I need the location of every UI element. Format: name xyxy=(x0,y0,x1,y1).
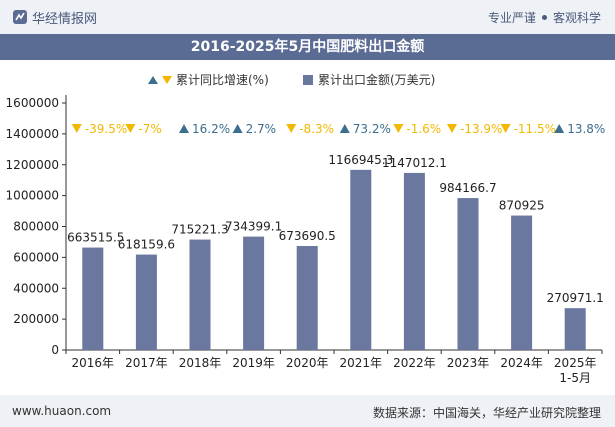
growth-down-triangle-icon xyxy=(286,124,297,133)
growth-value-label: -1.6% xyxy=(406,122,441,136)
growth-up-triangle-icon xyxy=(554,124,565,133)
growth-up-triangle-icon xyxy=(179,124,189,133)
top-bar: 华经情报网 专业严谨 客观科学 xyxy=(0,0,615,34)
bar xyxy=(511,215,533,350)
chart-title: 2016-2025年5月中国肥料出口金额 xyxy=(190,39,425,55)
growth-value-label: -11.5% xyxy=(514,122,556,136)
bar-value-label: 1147012.1 xyxy=(382,156,447,170)
x-category-label: 2020年 xyxy=(286,356,329,370)
separator-dot-icon xyxy=(541,15,547,20)
bar-value-label: 663515.5 xyxy=(67,231,124,245)
bar-value-label: 984166.7 xyxy=(439,181,496,195)
bar xyxy=(564,308,586,350)
growth-value-label: -7% xyxy=(138,122,161,136)
bar-value-label: 870925 xyxy=(499,199,545,213)
bar xyxy=(189,239,211,350)
bar-value-label: 734399.1 xyxy=(225,220,282,234)
chart: 累计同比增速(%) 累计出口金额(万美元) 0 200000 400000 600000 8… xyxy=(6,72,606,385)
x-category-label: 1-5月 xyxy=(559,371,591,385)
x-category-label: 2025年 xyxy=(554,356,597,370)
growth-value-label: -8.3% xyxy=(299,122,334,136)
footer-bar: www.huaon.com 数据来源：中国海关，华经产业研究院整理 xyxy=(0,395,615,427)
bar-value-label: 270971.1 xyxy=(547,291,604,305)
bar xyxy=(243,236,265,350)
y-tick-label: 1400000 xyxy=(6,127,59,141)
bar xyxy=(135,254,157,350)
bar xyxy=(350,169,372,350)
growth-value-label: 13.8% xyxy=(567,122,605,136)
logo-icon xyxy=(13,10,27,24)
bar xyxy=(296,245,318,350)
y-tick-label: 800000 xyxy=(13,220,59,234)
x-category-label: 2016年 xyxy=(72,356,115,370)
growth-down-triangle-icon xyxy=(447,124,457,133)
growth-up-triangle-icon xyxy=(339,124,350,133)
y-tick-label: 1000000 xyxy=(6,189,59,203)
y-tick-label: 400000 xyxy=(13,281,59,295)
data-source: 数据来源：中国海关，华经产业研究院整理 xyxy=(372,406,601,420)
growth-value-label: -13.9% xyxy=(460,122,502,136)
growth-up-triangle-icon xyxy=(232,124,243,133)
bar xyxy=(457,198,479,350)
x-category-label: 2017年 xyxy=(125,356,168,370)
growth-down-triangle-icon xyxy=(71,124,82,133)
bar-value-label: 673690.5 xyxy=(279,229,336,243)
website-url: www.huaon.com xyxy=(12,404,112,418)
legend-swatch-amount xyxy=(303,75,313,85)
y-tick-label: 1200000 xyxy=(6,158,59,172)
legend-up-triangle-icon xyxy=(148,76,158,84)
x-category-label: 2023年 xyxy=(447,356,490,370)
bar-value-label: 715221.3 xyxy=(171,223,228,237)
growth-down-triangle-icon xyxy=(125,124,136,133)
legend-down-triangle-icon xyxy=(162,76,172,84)
x-category-label: 2021年 xyxy=(340,356,383,370)
tagline-right: 客观科学 xyxy=(552,11,601,25)
bar-value-label: 1166945.3 xyxy=(328,153,393,167)
x-category-label: 2018年 xyxy=(179,356,222,370)
y-tick-label: 0 xyxy=(51,343,59,357)
y-tick-label: 1600000 xyxy=(6,96,59,110)
bar xyxy=(82,247,104,350)
y-tick-label: 200000 xyxy=(13,312,59,326)
legend-label-amount: 累计出口金额(万美元) xyxy=(318,72,435,87)
growth-down-triangle-icon xyxy=(393,124,404,133)
growth-value-label: 73.2% xyxy=(353,122,391,136)
x-category-label: 2024年 xyxy=(500,356,543,370)
x-category-label: 2022年 xyxy=(393,356,436,370)
growth-value-label: 16.2% xyxy=(192,122,230,136)
growth-value-label: 2.7% xyxy=(246,122,277,136)
brand-name: 华经情报网 xyxy=(32,12,98,27)
title-bar: 2016-2025年5月中国肥料出口金额 xyxy=(0,34,615,60)
tagline: 专业严谨 客观科学 xyxy=(488,9,601,26)
tagline-left: 专业严谨 xyxy=(487,11,536,25)
growth-down-triangle-icon xyxy=(500,124,511,133)
legend-label-growth: 累计同比增速(%) xyxy=(176,73,269,87)
bar xyxy=(403,172,425,350)
x-category-label: 2019年 xyxy=(232,356,275,370)
bar-value-label: 618159.6 xyxy=(118,238,175,252)
growth-value-label: -39.5% xyxy=(85,122,127,136)
y-tick-label: 600000 xyxy=(13,250,59,264)
